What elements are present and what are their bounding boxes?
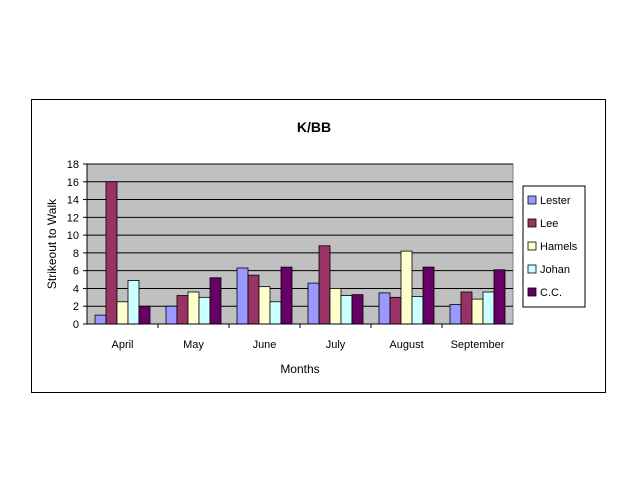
x-tick-label: August <box>389 339 423 351</box>
bar <box>236 267 249 325</box>
legend-entry: Lester <box>540 195 571 207</box>
bar <box>105 181 118 325</box>
y-axis-label: Strikeout to Walk <box>45 198 59 289</box>
y-tick-label: 14 <box>67 195 79 207</box>
bar <box>165 305 178 325</box>
y-tick-label: 10 <box>67 230 79 242</box>
bar <box>116 301 129 325</box>
bar <box>269 301 282 325</box>
bar <box>422 266 435 325</box>
bar <box>258 286 271 325</box>
bar <box>471 298 484 325</box>
bar <box>460 291 473 325</box>
bar <box>94 314 107 325</box>
legend-swatch <box>527 241 537 251</box>
y-tick-label: 8 <box>73 248 79 260</box>
bars <box>94 181 506 325</box>
bar <box>127 280 140 325</box>
plot-area <box>86 163 514 325</box>
bar <box>247 274 260 325</box>
bar <box>493 269 506 325</box>
legend: Lester Lee Hamels Johan C.C. <box>522 185 586 308</box>
y-tick-label: 0 <box>73 319 79 331</box>
bar <box>176 295 189 325</box>
bar <box>209 277 222 325</box>
bar <box>318 245 331 325</box>
chart-title: K/BB <box>297 119 331 135</box>
legend-swatch <box>527 218 537 228</box>
legend-swatch <box>527 264 537 274</box>
x-axis-label: Months <box>280 362 319 376</box>
x-tick-label: June <box>253 339 277 351</box>
legend-swatch <box>527 287 537 297</box>
bar <box>482 291 495 325</box>
legend-entry: Hamels <box>540 241 578 253</box>
x-tick-label: May <box>183 339 204 351</box>
bar <box>307 282 320 325</box>
x-tick-label: September <box>451 339 505 351</box>
kbb-bar-chart: K/BB 0 2 4 6 8 10 12 14 16 18 April May June July Aug… <box>45 119 586 376</box>
bar <box>400 250 413 325</box>
bar <box>187 291 200 325</box>
bar <box>411 296 424 325</box>
bar <box>340 295 353 325</box>
legend-entry: C.C. <box>540 287 562 299</box>
bar <box>329 288 342 325</box>
y-tick-label: 4 <box>73 283 79 295</box>
legend-entry: Lee <box>540 218 558 230</box>
bar <box>351 294 364 325</box>
x-tick-label: April <box>111 339 133 351</box>
bar <box>198 296 211 325</box>
x-tick-label: July <box>326 339 346 351</box>
bar <box>449 304 462 325</box>
bar <box>280 266 293 325</box>
bar <box>138 305 151 325</box>
y-tick-label: 2 <box>73 301 79 313</box>
legend-swatch <box>527 195 537 205</box>
y-tick-label: 18 <box>67 159 79 171</box>
bar <box>389 296 402 325</box>
y-tick-label: 12 <box>67 212 79 224</box>
x-axis: April May June July August September <box>87 323 513 351</box>
chart-frame: K/BB 0 2 4 6 8 10 12 14 16 18 April May June July Aug… <box>31 99 606 393</box>
y-axis: 0 2 4 6 8 10 12 14 16 18 <box>67 159 88 331</box>
gridlines <box>87 163 513 307</box>
bar <box>378 292 391 325</box>
y-tick-label: 6 <box>73 266 79 278</box>
y-tick-label: 16 <box>67 177 79 189</box>
legend-entry: Johan <box>540 264 570 276</box>
